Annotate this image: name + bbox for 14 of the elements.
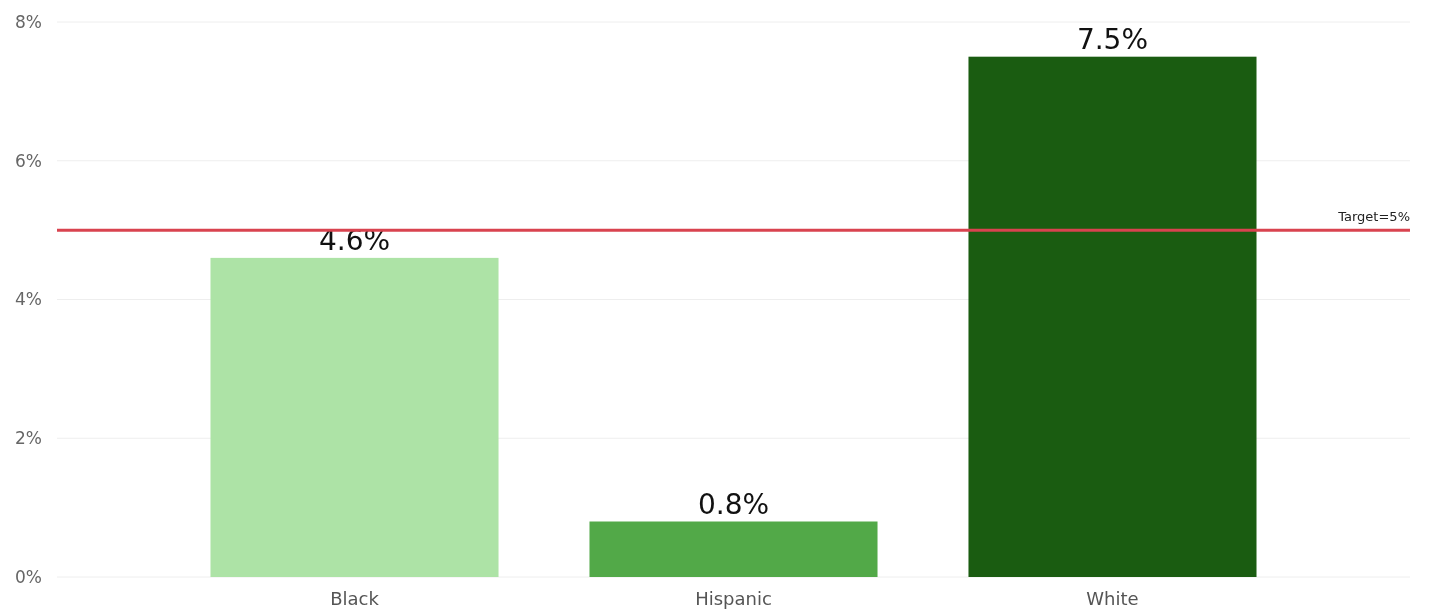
y-tick-label: 8%: [15, 11, 42, 32]
x-tick-label: Hispanic: [695, 588, 772, 609]
y-tick-label: 6%: [15, 150, 42, 171]
bar: [589, 521, 878, 577]
x-tick-label: White: [1086, 588, 1139, 609]
ref-line-label: Target=5%: [1337, 209, 1410, 225]
bar: [210, 257, 499, 577]
y-tick-label: 4%: [15, 289, 42, 310]
bar: [968, 56, 1257, 577]
x-tick-label: Black: [330, 588, 380, 609]
y-tick-label: 2%: [15, 428, 42, 449]
y-tick-label: 0%: [15, 566, 42, 587]
data-label: 7.5%: [1076, 22, 1149, 56]
data-label: 0.8%: [697, 487, 770, 521]
